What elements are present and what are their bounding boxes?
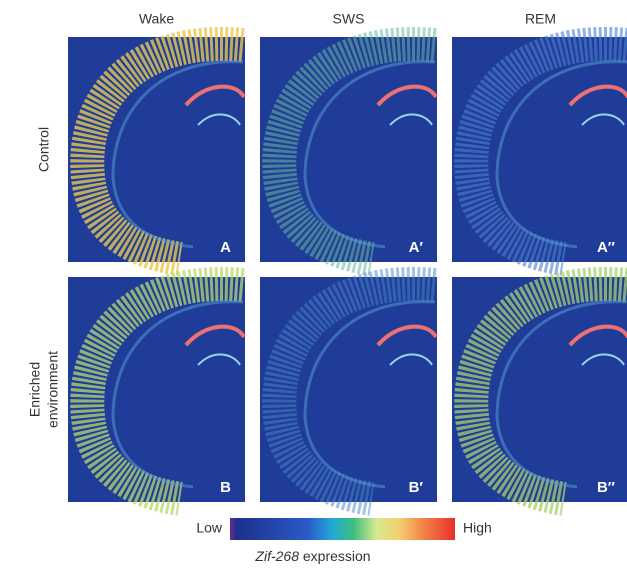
brain-panel: A″ [452, 26, 627, 276]
hippocampus [184, 324, 246, 347]
hippocampus [376, 84, 438, 107]
panel-label: B′ [409, 479, 424, 496]
caption: Zif-268 expression [254, 548, 370, 564]
hippocampus [184, 84, 246, 107]
hippocampus [568, 84, 627, 107]
brain-panel: B [68, 266, 246, 516]
column-header: Wake [139, 11, 174, 27]
panel-label: A [220, 239, 231, 256]
row-label: Enriched [27, 362, 43, 417]
cortex-edge [495, 60, 627, 249]
row-label: environment [45, 351, 61, 428]
row-label: Control [36, 127, 52, 172]
cortex-signal [262, 266, 437, 516]
cortex-edge [495, 300, 627, 489]
panel-background [68, 37, 245, 262]
hippocampus-inner [581, 353, 625, 366]
brain-panel: A [68, 26, 246, 276]
panel-label: B″ [597, 479, 615, 496]
panel-label: B [220, 479, 231, 496]
panel-background [68, 277, 245, 502]
hippocampus-inner [197, 113, 241, 126]
cortex-edge [111, 300, 244, 489]
cortex-signal [454, 26, 627, 276]
cortex-edge [303, 60, 436, 249]
hippocampus-inner [581, 113, 625, 126]
panel-background [260, 277, 437, 502]
cortex-signal [454, 266, 627, 516]
hippocampus-inner [389, 353, 433, 366]
brain-panel: A′ [260, 26, 438, 276]
column-header: REM [525, 11, 556, 27]
hippocampus [376, 324, 438, 347]
panel-label: A′ [409, 239, 424, 256]
cortex-signal [262, 26, 437, 276]
cortex-signal [70, 266, 245, 516]
cortex-edge [111, 60, 244, 249]
hippocampus [568, 324, 627, 347]
brain-panel: B′ [260, 266, 438, 516]
colorbar [230, 518, 455, 540]
colorbar-high: High [463, 520, 492, 536]
brain-panel: B″ [452, 266, 627, 516]
caption-text: expression [303, 548, 371, 564]
panel-background [260, 37, 437, 262]
colorbar-low: Low [196, 520, 223, 536]
cortex-edge [303, 300, 436, 489]
hippocampus-inner [389, 113, 433, 126]
hippocampus-inner [197, 353, 241, 366]
cortex-signal [70, 26, 245, 276]
gene-name: Zif-268 [254, 548, 299, 564]
column-header: SWS [333, 11, 365, 27]
panel-label: A″ [597, 239, 615, 256]
